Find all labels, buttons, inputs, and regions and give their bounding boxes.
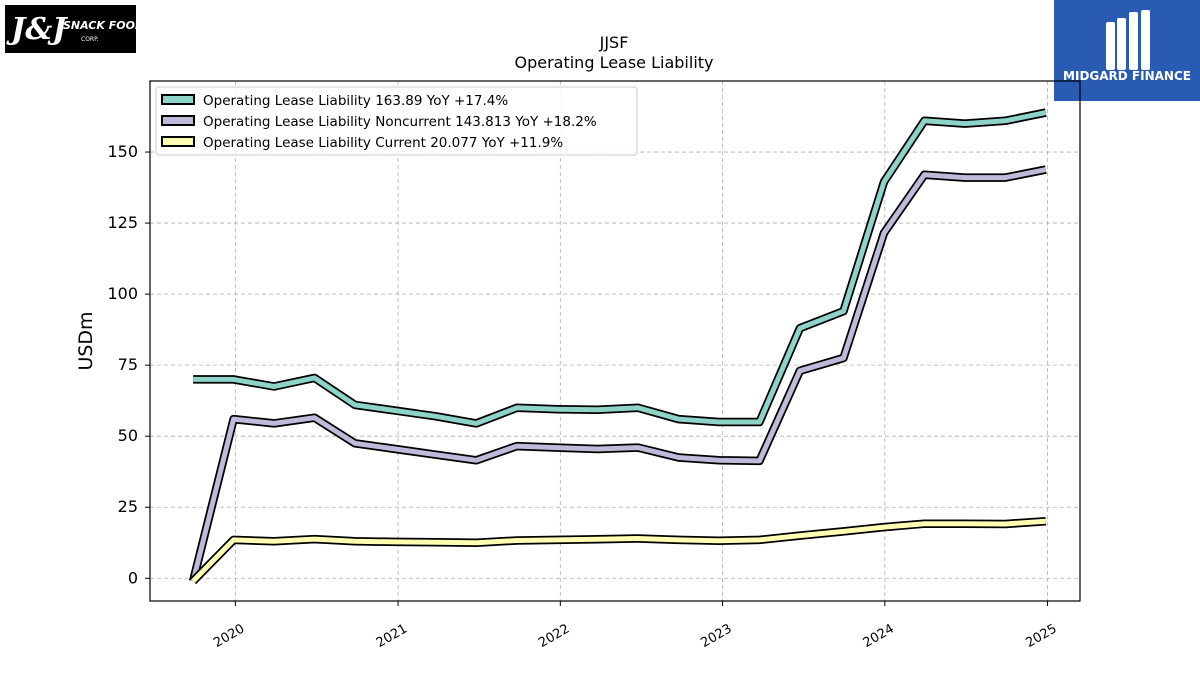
logo-right-text: MIDGARD FINANCE [1063, 69, 1191, 83]
series-3 [190, 516, 1047, 585]
legend-entry: Operating Lease Liability Current 20.077… [203, 135, 563, 151]
series-line [193, 110, 1047, 426]
x-tick-label: 2022 [536, 621, 572, 651]
x-tick-label: 2021 [374, 621, 410, 651]
logo-left-subtext: CORP. [81, 36, 99, 43]
legend-swatch [161, 115, 195, 126]
series-line [191, 518, 1046, 583]
x-tick-label: 2020 [211, 621, 247, 651]
grid [150, 81, 1080, 601]
x-axis: 2020 2021 2022 2023 2024 2025 [211, 601, 1060, 651]
chart-title: JJSF [599, 33, 629, 52]
legend-box [155, 86, 638, 156]
legend-entry: Operating Lease Liability 163.89 YoY +17… [203, 93, 508, 109]
series-line-outline [188, 165, 1047, 583]
series-line-outline [190, 516, 1047, 585]
y-tick-label: 75 [118, 355, 138, 374]
legend-swatch [161, 136, 195, 147]
y-tick-label: 25 [118, 497, 138, 516]
x-tick-label: 2025 [1023, 621, 1059, 651]
midgard-finance-logo: MIDGARD FINANCE [1054, 0, 1200, 101]
series-1 [193, 108, 1047, 428]
y-tick-label: 0 [128, 568, 138, 587]
y-tick-label: 100 [107, 284, 138, 303]
y-tick-label: 150 [107, 142, 138, 161]
x-tick-label: 2023 [698, 621, 734, 651]
series-2 [188, 165, 1047, 583]
y-axis: 0 25 50 75 100 125 150 [107, 142, 150, 587]
legend-swatch [161, 94, 195, 105]
logo-left-text: SNACK FOODS [63, 19, 136, 32]
series-line [190, 167, 1047, 582]
series-line-outline [193, 108, 1047, 428]
y-axis-label: USDm [75, 311, 97, 370]
svg-text:J&J: J&J [6, 12, 68, 47]
x-tick-label: 2024 [861, 621, 897, 651]
jj-snack-foods-logo: J&J SNACK FOODS CORP. [5, 5, 152, 53]
y-tick-label: 50 [118, 426, 138, 445]
plot-frame [149, 80, 1081, 602]
legend: Operating Lease Liability 163.89 YoY +17… [155, 86, 638, 156]
series-lines [188, 108, 1047, 585]
chart-subtitle: Operating Lease Liability [514, 53, 713, 72]
y-tick-label: 125 [107, 213, 138, 232]
legend-entry: Operating Lease Liability Noncurrent 143… [203, 114, 597, 130]
